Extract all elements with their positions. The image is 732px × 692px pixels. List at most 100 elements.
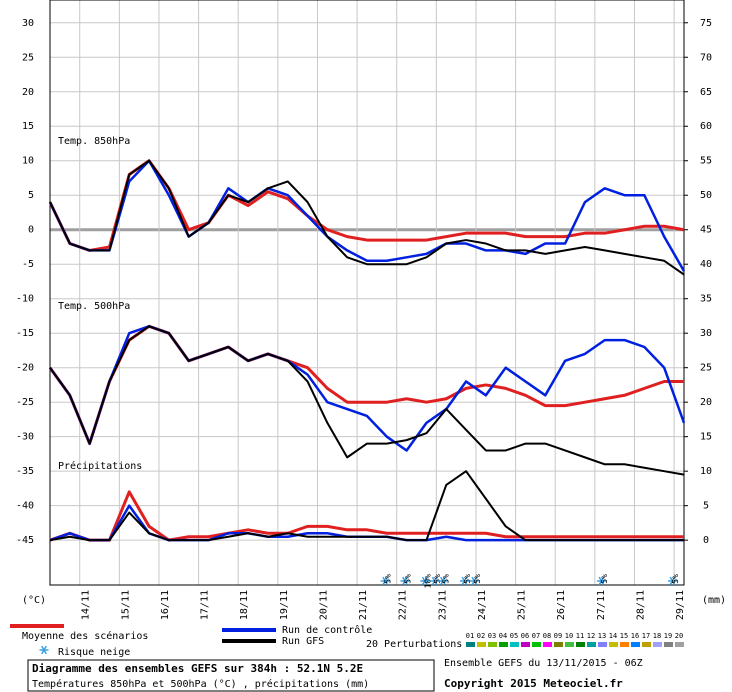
legend-label: Run de contrôle (282, 624, 372, 636)
snow-icon-stroke (41, 645, 47, 655)
snow-icon-stroke (461, 576, 468, 586)
perturbation-label: 19 (664, 632, 672, 640)
perturbation-label: 16 (631, 632, 639, 640)
y2-tick-label: 25 (700, 363, 712, 374)
snow-icon-stroke (382, 576, 389, 586)
snow-risk: 5% (596, 574, 609, 586)
y2-tick-label: 15 (700, 432, 712, 443)
perturbation-label: 17 (642, 632, 650, 640)
marks: 5% 5% 10% 5% 5% 5% 5% 5% 5% (48, 159, 686, 589)
perturbation-label: 13 (598, 632, 606, 640)
copyright: Copyright 2015 Meteociel.fr (444, 677, 623, 690)
perturbation-swatch (477, 642, 486, 647)
x-tick-label: 28/11 (635, 590, 646, 620)
x-tick-label: 23/11 (437, 590, 448, 620)
x-tick-label: 24/11 (477, 590, 488, 620)
perturbation-swatch (554, 642, 563, 647)
legend-label: 20 Perturbations (366, 639, 462, 650)
y2-tick-label: 75 (700, 18, 712, 29)
perturbation-swatch (466, 642, 475, 647)
y2-tick-label: 60 (700, 121, 712, 132)
perturbation-swatch (499, 642, 508, 647)
x-tick-label: 20/11 (318, 590, 329, 620)
snow-risk: 5% (667, 574, 680, 586)
y2-tick-label: 45 (700, 225, 712, 236)
perturbation-label: 01 (466, 632, 474, 640)
panel-label: Précipitations (58, 460, 142, 472)
perturbation-swatch (587, 642, 596, 647)
snow-risk: 5% (380, 574, 393, 586)
perturbation-label: 08 (543, 632, 551, 640)
snow-risk-label: 5% (441, 574, 450, 584)
perturbation-label: 10 (565, 632, 573, 640)
x-tick-label: 22/11 (398, 590, 409, 620)
y-tick-label: 10 (22, 156, 34, 167)
perturbation-swatch (565, 642, 574, 647)
y-tick-label: 25 (22, 52, 34, 63)
x-tick-label: 19/11 (279, 590, 290, 620)
snow-icon-stroke (471, 576, 478, 586)
y-tick-label: -40 (16, 501, 34, 512)
perturbation-swatch (510, 642, 519, 647)
perturbation-label: 04 (499, 632, 507, 640)
perturbation-label: 05 (510, 632, 518, 640)
snow-risk-label: 5% (433, 574, 442, 584)
series-line (48, 159, 686, 272)
y-tick-label: 20 (22, 87, 34, 98)
panel-label: Temp. 850hPa (58, 136, 130, 147)
y-tick-label: -5 (22, 259, 34, 270)
snow-risk-label: 5% (671, 574, 680, 584)
snow-risk: 5% (459, 574, 472, 586)
y-tick-label: -15 (16, 328, 34, 339)
x-tick-label: 15/11 (120, 590, 131, 620)
y-tick-label: 15 (22, 121, 34, 132)
perturbation-swatch (609, 642, 618, 647)
snow-risk-label: 5% (600, 574, 609, 584)
perturbation-label: 06 (521, 632, 529, 640)
legend-label: Risque neige (58, 647, 130, 658)
y2-tick-label: 10 (700, 466, 712, 477)
y2-tick-label: 30 (700, 328, 712, 339)
x-tick-label: 17/11 (200, 590, 211, 620)
y-tick-label: -30 (16, 432, 34, 443)
x-tick-label: 14/11 (81, 590, 92, 620)
series-line (49, 159, 685, 276)
y2-tick-label: 50 (700, 190, 712, 201)
y-tick-label: -25 (16, 397, 34, 408)
perturbation-label: 03 (488, 632, 496, 640)
chart-subtitle: Températures 850hPa et 500hPa (°C) , pré… (32, 678, 369, 690)
y2-tick-label: 35 (700, 294, 712, 305)
info-box (27, 659, 435, 692)
y2-tick-label: 20 (700, 397, 712, 408)
perturbation-swatch (653, 642, 662, 647)
x-tick-label: 27/11 (596, 590, 607, 620)
perturbation-swatch (620, 642, 629, 647)
legend: Moyenne des scénarios Run de contrôleRun … (10, 624, 684, 658)
snow-risk-label: 10% (423, 574, 432, 589)
snow-icon-stroke (440, 576, 446, 586)
snow-icon-stroke (598, 576, 605, 586)
legend-label: Moyenne des scénarios (22, 630, 148, 642)
series-line (49, 325, 685, 476)
perturbation-swatch (675, 642, 684, 647)
x-tick-label: 18/11 (239, 590, 250, 620)
perturbation-label: 14 (609, 632, 617, 640)
y2-axis-label: (mm) (702, 595, 726, 606)
perturbation-swatch (576, 642, 585, 647)
perturbation-label: 07 (532, 632, 540, 640)
x-tick-label: 26/11 (556, 590, 567, 620)
grid: 302520151050-5-10-15-20-25-30-35-40-4575… (16, 0, 712, 620)
y-tick-label: 0 (28, 225, 34, 236)
y-axis-label: (°C) (22, 595, 46, 606)
perturbation-swatch (543, 642, 552, 647)
perturbation-swatch (642, 642, 651, 647)
perturbation-label: 11 (576, 632, 584, 640)
snow-risk-label: 5% (384, 574, 393, 584)
y2-tick-label: 0 (703, 535, 709, 546)
y-tick-label: -20 (16, 363, 34, 374)
snow-risk: 5% (430, 574, 442, 586)
snow-icon-stroke (421, 576, 428, 586)
perturbation-label: 15 (620, 632, 628, 640)
snow-icon-stroke (669, 576, 676, 586)
